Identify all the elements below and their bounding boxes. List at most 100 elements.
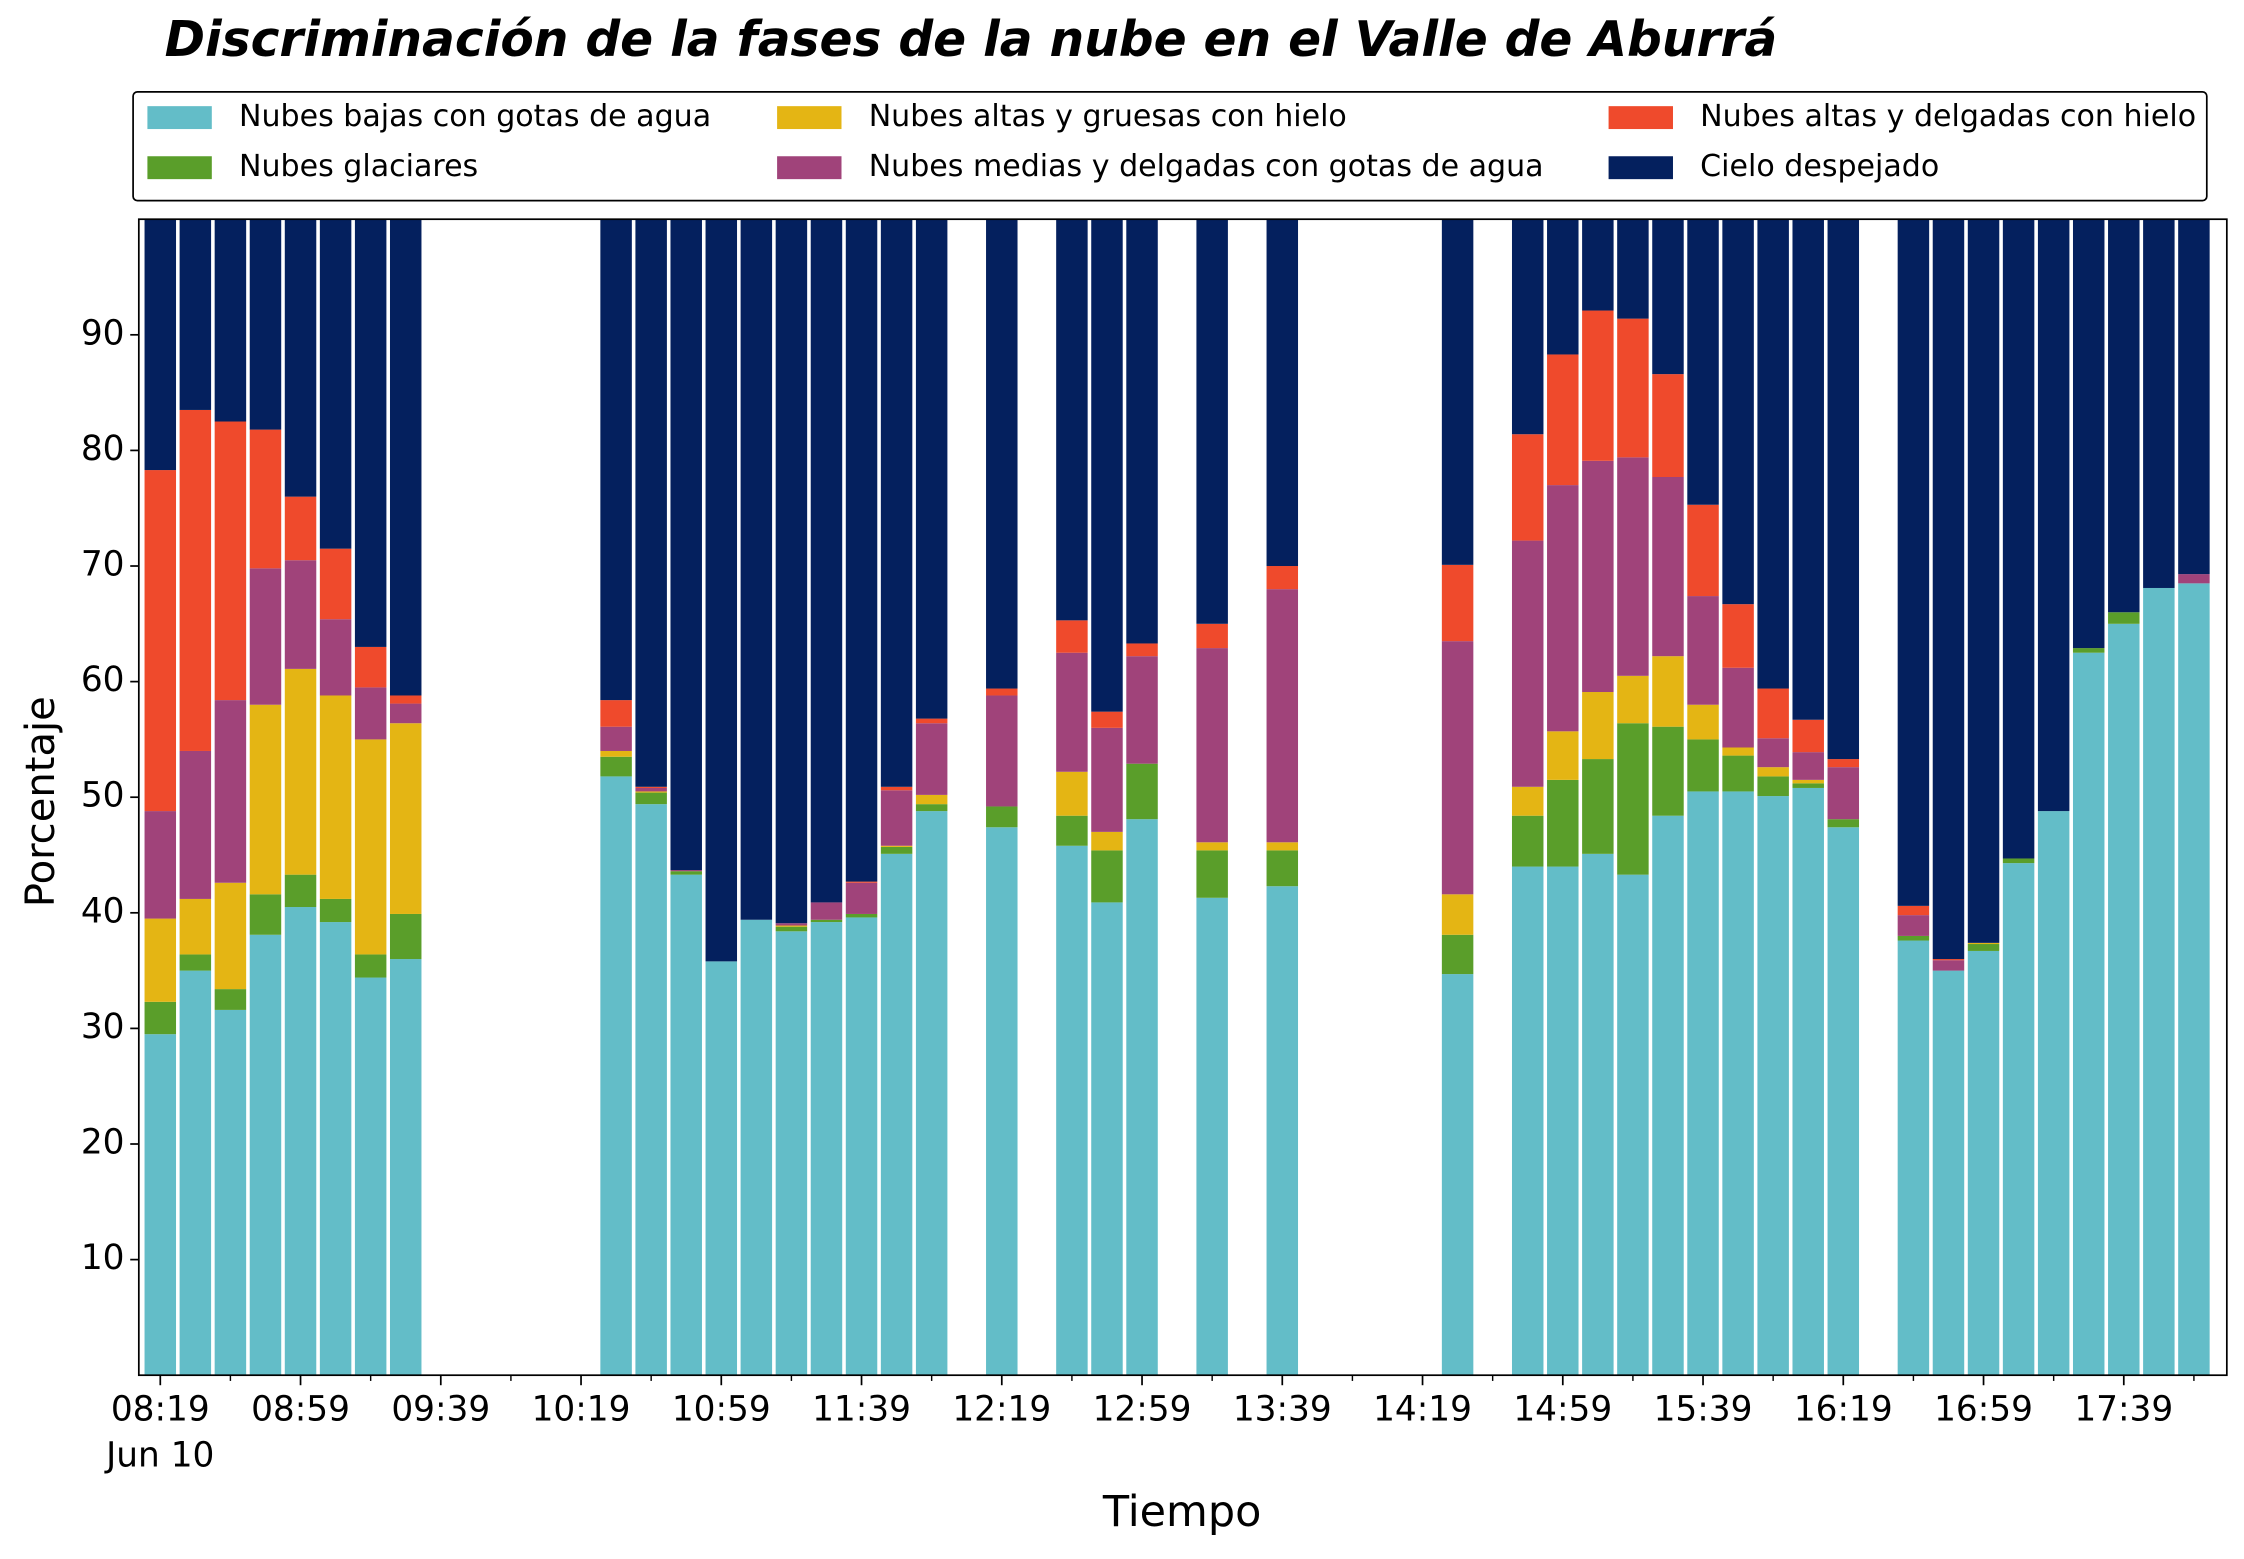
- bar-segment: [1792, 719, 1824, 753]
- bar-segment: [1792, 779, 1824, 784]
- bar-segment: [2002, 219, 2035, 859]
- x-tick-label: 10:19: [532, 1389, 631, 1429]
- bar-segment: [1827, 767, 1860, 820]
- bar-segment: [284, 907, 317, 1376]
- bar-segment: [144, 219, 177, 471]
- bar-segment: [1126, 219, 1158, 644]
- bar-segment: [1897, 940, 1930, 1376]
- bar-segment: [1056, 652, 1088, 772]
- bar-segment: [354, 646, 387, 688]
- bar-segment: [1582, 759, 1614, 854]
- bar-segment: [1617, 318, 1649, 458]
- bar-segment: [144, 1001, 177, 1035]
- bar-segment: [740, 219, 773, 920]
- plot-frame: [137, 218, 2228, 1377]
- y-tick-label: 20: [81, 1123, 125, 1163]
- bar-segment: [1652, 656, 1684, 727]
- x-tick-label: 12:19: [952, 1389, 1051, 1429]
- bar-segment: [1757, 776, 1789, 797]
- x-tick-label: 17:39: [2074, 1389, 2173, 1429]
- bar-segment: [2108, 623, 2140, 1376]
- bar-segment: [986, 827, 1018, 1376]
- bar-segment: [670, 871, 702, 875]
- bar-segment: [1722, 747, 1754, 756]
- bar-segment: [670, 219, 702, 871]
- bar-segment: [1757, 219, 1789, 689]
- bar-segment: [600, 219, 632, 701]
- bar-segment: [144, 470, 177, 812]
- bar-segment: [1266, 219, 1299, 567]
- x-tick-label: 10:59: [672, 1389, 771, 1429]
- bar-segment: [1827, 219, 1860, 760]
- bar-segment: [2178, 219, 2210, 575]
- bar-segment: [915, 718, 948, 724]
- bar-segment: [845, 882, 878, 914]
- bar-segment: [179, 750, 212, 899]
- bar-segment: [2072, 219, 2105, 649]
- bar-segment: [845, 913, 878, 918]
- bar-segment: [1547, 354, 1579, 486]
- bar-segment: [915, 804, 948, 812]
- bar-segment: [880, 853, 913, 1376]
- bar-segment: [1932, 970, 1965, 1376]
- legend-label: Nubes glaciares: [239, 149, 478, 184]
- bar-segment: [354, 954, 387, 978]
- bar-segment: [1511, 540, 1544, 787]
- bar-segment: [1266, 850, 1299, 887]
- legend-swatch: [147, 106, 212, 130]
- bar-segment: [635, 804, 667, 1376]
- bar-segment: [1687, 791, 1719, 1376]
- bar-segment: [319, 898, 352, 923]
- chart-title: Discriminación de la fases de la nube en…: [165, 12, 1778, 68]
- legend-swatch: [147, 156, 212, 180]
- x-tick-label: 16:19: [1794, 1389, 1893, 1429]
- bar-segment: [915, 219, 948, 719]
- bar-segment: [600, 756, 632, 777]
- bar-segment: [1266, 566, 1299, 590]
- bar-segment: [1617, 219, 1649, 319]
- bar-segment: [1266, 886, 1299, 1376]
- x-tick-label: 08:59: [251, 1389, 350, 1429]
- bar-segment: [354, 739, 387, 955]
- bar-segment: [1056, 845, 1088, 1376]
- bar-segment: [845, 881, 878, 883]
- bar-segment: [1827, 827, 1860, 1376]
- bar-segment: [670, 870, 702, 872]
- bar-segment: [1967, 950, 2000, 1376]
- legend-label: Cielo despejado: [1700, 149, 1939, 184]
- bar-segment: [1932, 219, 1965, 960]
- bar-segment: [389, 913, 422, 960]
- bar-segment: [845, 219, 878, 882]
- bar-segment: [1722, 791, 1754, 1376]
- bar-segment: [1722, 604, 1754, 668]
- bar-segment: [810, 919, 843, 923]
- bar-segment: [284, 560, 317, 669]
- bar-segment: [1792, 787, 1824, 1376]
- bar-segment: [810, 219, 843, 903]
- bar-segment: [635, 791, 667, 793]
- bar-segment: [249, 894, 282, 935]
- bar-segment: [1722, 667, 1754, 748]
- y-tick-label: 70: [81, 545, 125, 585]
- bar-segment: [2037, 219, 2070, 812]
- x-tick-label: 14:59: [1513, 1389, 1612, 1429]
- bar-segment: [319, 219, 352, 549]
- bar-segment: [1091, 850, 1123, 903]
- y-tick-label: 40: [81, 891, 125, 931]
- bar-segment: [1687, 739, 1719, 792]
- bar-segment: [775, 925, 808, 927]
- bar-segment: [1687, 219, 1719, 505]
- bar-segment: [1091, 831, 1123, 851]
- bar-segment: [1792, 783, 1824, 788]
- bar-segment: [249, 219, 282, 430]
- bar-segment: [1897, 219, 1930, 906]
- bar-segment: [2108, 612, 2140, 624]
- bar-segment: [880, 845, 913, 847]
- bar-segment: [1126, 763, 1158, 820]
- bar-segment: [249, 568, 282, 705]
- bar-segment: [1652, 374, 1684, 478]
- bar-segment: [1091, 902, 1123, 1376]
- bar-segment: [1897, 905, 1930, 916]
- bar-segment: [1056, 771, 1088, 816]
